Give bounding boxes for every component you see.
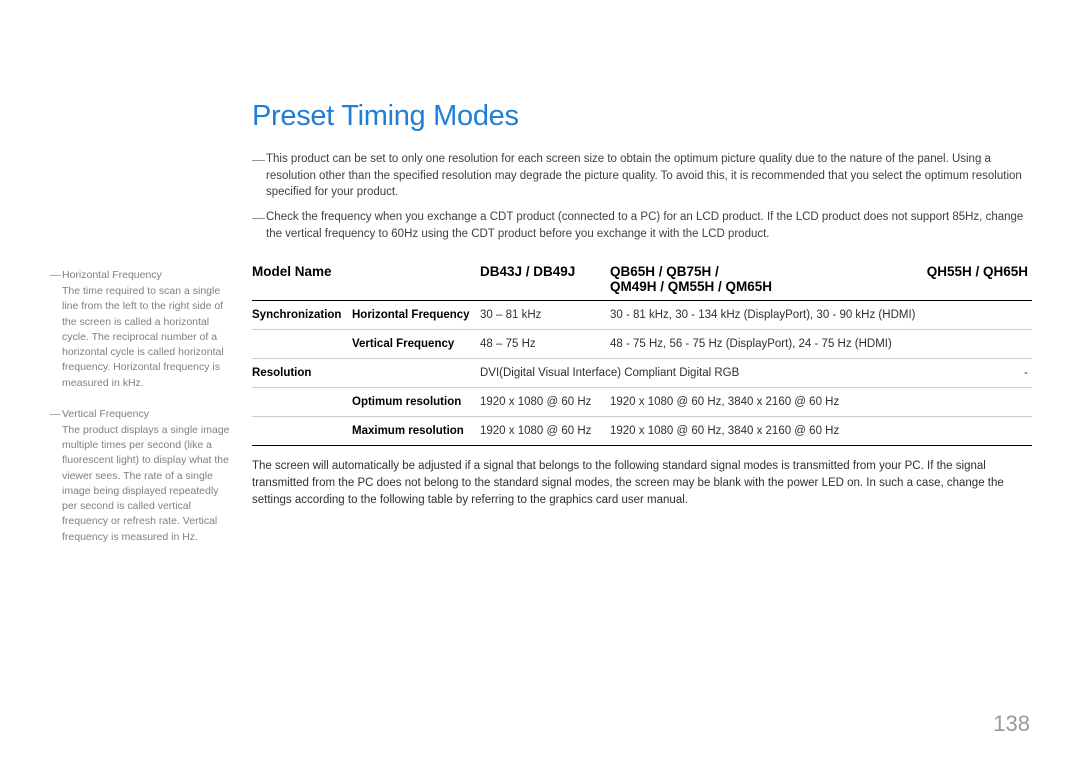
page-title: Preset Timing Modes — [252, 100, 1032, 133]
cell: 1920 x 1080 @ 60 Hz — [480, 417, 610, 446]
cell: 30 - 81 kHz, 30 - 134 kHz (DisplayPort),… — [610, 301, 1032, 330]
note-item: ― This product can be set to only one re… — [252, 151, 1032, 201]
row-sub-label: Maximum resolution — [352, 417, 480, 446]
th-col2-l2: QM49H / QM55H / QM65H — [610, 279, 772, 294]
cell: 1920 x 1080 @ 60 Hz — [480, 388, 610, 417]
spec-table: Model Name DB43J / DB49J QB65H / QB75H /… — [252, 258, 1032, 446]
table-row: Maximum resolution 1920 x 1080 @ 60 Hz 1… — [252, 417, 1032, 446]
page-container: ― Horizontal Frequency The time required… — [0, 0, 1080, 763]
page-number: 138 — [993, 711, 1030, 737]
sidebar-note-title: Horizontal Frequency — [62, 268, 230, 283]
table-row: Resolution DVI(Digital Visual Interface)… — [252, 359, 1032, 388]
sidebar-note-body: The product displays a single image mult… — [62, 423, 230, 545]
th-col2-l1: QB65H / QB75H / — [610, 264, 719, 279]
intro-notes: ― This product can be set to only one re… — [252, 151, 1032, 242]
row-sub-label: Horizontal Frequency — [352, 301, 480, 330]
row-sub-label: Optimum resolution — [352, 388, 480, 417]
dash-icon: ― — [252, 209, 265, 228]
post-table-text: The screen will automatically be adjuste… — [252, 458, 1032, 508]
note-item: ― Check the frequency when you exchange … — [252, 209, 1032, 242]
table-header-row: Model Name DB43J / DB49J QB65H / QB75H /… — [252, 258, 1032, 300]
table-row: Vertical Frequency 48 – 75 Hz 48 - 75 Hz… — [252, 330, 1032, 359]
cell: - — [895, 359, 1032, 388]
dash-icon: ― — [50, 407, 61, 422]
cell: 1920 x 1080 @ 60 Hz, 3840 x 2160 @ 60 Hz — [610, 417, 1032, 446]
row-label — [252, 417, 352, 446]
th-col1: DB43J / DB49J — [480, 258, 610, 300]
row-label — [252, 330, 352, 359]
main-content: Preset Timing Modes ― This product can b… — [252, 100, 1032, 508]
cell: 48 – 75 Hz — [480, 330, 610, 359]
th-col2: QB65H / QB75H / QM49H / QM55H / QM65H — [610, 258, 895, 300]
cell: DVI(Digital Visual Interface) Compliant … — [480, 359, 895, 388]
table-row: Synchronization Horizontal Frequency 30 … — [252, 301, 1032, 330]
row-label: Synchronization — [252, 301, 352, 330]
cell: 30 – 81 kHz — [480, 301, 610, 330]
th-model-name: Model Name — [252, 258, 480, 300]
note-text: This product can be set to only one reso… — [266, 153, 1022, 198]
table-row: Optimum resolution 1920 x 1080 @ 60 Hz 1… — [252, 388, 1032, 417]
sidebar-notes: ― Horizontal Frequency The time required… — [50, 268, 230, 561]
dash-icon: ― — [252, 151, 265, 170]
dash-icon: ― — [50, 268, 61, 283]
row-label: Resolution — [252, 359, 352, 388]
cell: 48 - 75 Hz, 56 - 75 Hz (DisplayPort), 24… — [610, 330, 1032, 359]
note-text: Check the frequency when you exchange a … — [266, 211, 1023, 240]
sidebar-note-title: Vertical Frequency — [62, 407, 230, 422]
row-sub-label: Vertical Frequency — [352, 330, 480, 359]
row-sub-label — [352, 359, 480, 388]
th-col3: QH55H / QH65H — [895, 258, 1032, 300]
row-label — [252, 388, 352, 417]
cell: 1920 x 1080 @ 60 Hz, 3840 x 2160 @ 60 Hz — [610, 388, 1032, 417]
sidebar-note-vfreq: ― Vertical Frequency The product display… — [50, 407, 230, 545]
sidebar-note-hfreq: ― Horizontal Frequency The time required… — [50, 268, 230, 391]
sidebar-note-body: The time required to scan a single line … — [62, 284, 230, 391]
